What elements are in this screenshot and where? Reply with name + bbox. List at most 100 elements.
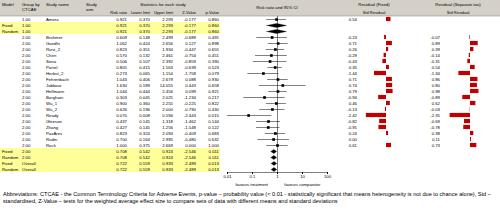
svg-text:Risk ratio: Risk ratio [110, 10, 127, 15]
svg-text:0.71: 0.71 [349, 41, 358, 46]
svg-text:-0.447: -0.447 [184, 47, 197, 52]
svg-text:2.392: 2.392 [162, 59, 173, 64]
svg-text:2.00: 2.00 [22, 131, 31, 136]
svg-text:0.860: 0.860 [208, 17, 219, 22]
svg-text:Fixed: Fixed [2, 149, 13, 154]
svg-text:0.164: 0.164 [139, 137, 150, 142]
svg-text:0.122: 0.122 [208, 125, 219, 130]
svg-text:Overall: Overall [22, 161, 36, 166]
svg-text:0.921: 0.921 [116, 29, 127, 34]
svg-text:0.196: 0.196 [139, 107, 150, 112]
svg-text:2.656: 2.656 [162, 41, 173, 46]
svg-text:0.542: 0.542 [139, 155, 150, 160]
svg-text:0.722: 0.722 [116, 167, 127, 172]
svg-text:-0.790: -0.790 [184, 107, 197, 112]
svg-text:0.523: 0.523 [208, 65, 219, 70]
svg-text:0.900: 0.900 [116, 101, 127, 106]
svg-text:1.043: 1.043 [116, 77, 127, 82]
svg-text:0.898: 0.898 [208, 41, 219, 46]
svg-text:Jabbour: Jabbour [46, 83, 62, 88]
svg-text:Fixed: Fixed [2, 161, 13, 166]
svg-text:2.00: 2.00 [22, 53, 31, 58]
svg-text:0.11: 0.11 [432, 137, 441, 142]
svg-text:-0.754: -0.754 [184, 53, 197, 58]
svg-text:Lower limit: Lower limit [131, 10, 151, 15]
svg-text:2.000: 2.000 [162, 107, 173, 112]
svg-text:Sona: Sona [46, 59, 57, 64]
svg-text:favours treatment: favours treatment [235, 182, 268, 187]
svg-text:-0.480: -0.480 [184, 137, 197, 142]
svg-text:1.318: 1.318 [162, 119, 173, 124]
svg-text:0.070: 0.070 [116, 113, 127, 118]
svg-text:Herbst_2: Herbst_2 [46, 71, 64, 76]
svg-text:favours comparator: favours comparator [284, 182, 321, 187]
svg-text:2.00: 2.00 [22, 59, 31, 64]
svg-text:PazAres: PazAres [46, 131, 62, 136]
svg-text:2.995: 2.995 [162, 137, 173, 142]
svg-text:0.39: 0.39 [432, 47, 441, 52]
svg-text:Std Residual: Std Residual [447, 10, 470, 15]
svg-text:0.506: 0.506 [116, 59, 127, 64]
svg-text:1.256: 1.256 [162, 125, 173, 130]
svg-text:0.144: 0.144 [208, 119, 219, 124]
svg-text:2.00: 2.00 [22, 137, 31, 142]
svg-text:0.38: 0.38 [432, 131, 441, 136]
svg-text:0.370: 0.370 [139, 23, 150, 28]
svg-text:-0.225: -0.225 [184, 101, 197, 106]
svg-text:0.933: 0.933 [162, 167, 173, 172]
svg-text:0.127: 0.127 [185, 41, 196, 46]
svg-text:0.145: 0.145 [139, 125, 150, 130]
svg-text:Model: Model [2, 2, 14, 7]
svg-text:2.00: 2.00 [22, 125, 31, 130]
svg-text:0.370: 0.370 [139, 17, 150, 22]
svg-text:Ready: Ready [46, 113, 59, 118]
svg-text:0.35: 0.35 [349, 65, 358, 70]
svg-text:0.542: 0.542 [139, 149, 150, 154]
svg-text:0.805: 0.805 [116, 65, 127, 70]
svg-text:Gandhi: Gandhi [46, 41, 60, 46]
svg-text:0.73: 0.73 [432, 143, 441, 148]
svg-text:2.00: 2.00 [22, 41, 31, 46]
svg-text:0.045: 0.045 [139, 95, 150, 100]
svg-text:0.132: 0.132 [139, 53, 150, 58]
svg-text:1.000: 1.000 [116, 143, 127, 148]
svg-text:Chen: Chen [46, 53, 57, 58]
svg-text:14.055: 14.055 [160, 83, 174, 88]
svg-text:0.189: 0.189 [139, 83, 150, 88]
svg-text:1.00: 1.00 [22, 17, 31, 22]
svg-text:0.088: 0.088 [185, 77, 196, 82]
svg-text:100: 100 [324, 174, 332, 179]
svg-text:1.00: 1.00 [22, 29, 31, 34]
svg-text:0.71: 0.71 [349, 77, 358, 82]
svg-text:-2.489: -2.489 [184, 167, 197, 172]
svg-text:0.61: 0.61 [349, 143, 358, 148]
svg-text:Rizvi_2: Rizvi_2 [46, 47, 61, 52]
svg-text:-2.546: -2.546 [184, 155, 197, 160]
svg-text:Hellmann: Hellmann [46, 89, 65, 94]
svg-text:1: 1 [276, 174, 279, 179]
svg-text:0.924: 0.924 [162, 149, 173, 154]
svg-text:Group byCTCAE: Group byCTCAE [22, 2, 41, 12]
svg-text:-0.31: -0.31 [430, 59, 440, 64]
svg-text:Std Residual: Std Residual [363, 10, 386, 15]
svg-text:1.934: 1.934 [162, 47, 173, 52]
svg-text:Fixed: Fixed [2, 23, 13, 28]
svg-text:0.708: 0.708 [116, 155, 127, 160]
svg-text:0.722: 0.722 [116, 161, 127, 166]
svg-text:Amera: Amera [46, 17, 59, 22]
svg-text:0.065: 0.065 [139, 71, 150, 76]
svg-text:2.00: 2.00 [22, 149, 31, 154]
svg-text:0.390: 0.390 [208, 59, 219, 64]
svg-text:Risk ratio and 95% CI: Risk ratio and 95% CI [256, 5, 298, 10]
svg-text:-0.07: -0.07 [430, 35, 440, 40]
svg-text:Z-Value: Z-Value [182, 10, 196, 15]
svg-text:0.351: 0.351 [139, 47, 150, 52]
svg-text:0.079: 0.079 [208, 71, 219, 76]
svg-text:Wu_2: Wu_2 [46, 107, 58, 112]
svg-text:Studyarm: Studyarm [86, 2, 98, 12]
svg-text:0.273: 0.273 [116, 71, 127, 76]
svg-text:0.145: 0.145 [139, 119, 150, 124]
svg-text:0.609: 0.609 [116, 35, 127, 40]
svg-text:-0.78: -0.78 [430, 125, 440, 130]
svg-text:Random: Random [2, 167, 19, 172]
